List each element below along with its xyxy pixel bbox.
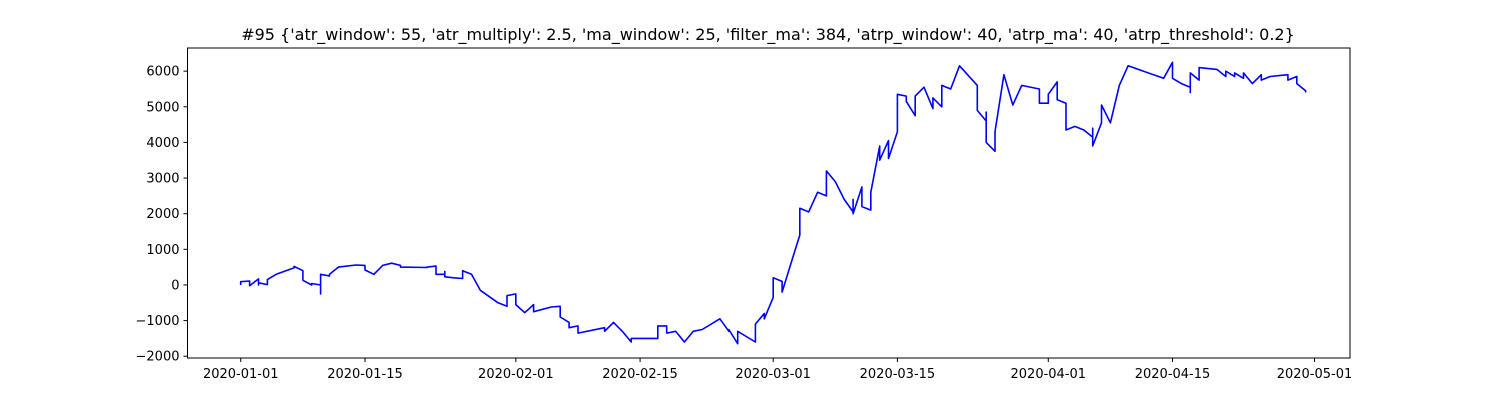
y-tick-label: 1000 xyxy=(146,243,179,258)
y-tick-label: 6000 xyxy=(146,65,179,80)
y-tick-label: 0 xyxy=(171,278,179,293)
x-tick-label: 2020-04-01 xyxy=(1011,367,1087,382)
x-tick-label: 2020-03-01 xyxy=(735,367,811,382)
plot-area xyxy=(187,47,1351,359)
x-tick-label: 2020-05-01 xyxy=(1277,367,1353,382)
y-tick-label: −2000 xyxy=(136,350,180,365)
x-tick-label: 2020-02-01 xyxy=(478,367,554,382)
axes-frame xyxy=(187,47,1351,359)
y-tick-label: 3000 xyxy=(146,172,179,187)
x-tick-label: 2020-02-15 xyxy=(602,367,678,382)
x-tick-label: 2020-01-15 xyxy=(327,367,403,382)
series-line-0 xyxy=(239,61,1307,345)
y-tick-label: 5000 xyxy=(146,100,179,115)
x-tick-label: 2020-01-01 xyxy=(203,367,279,382)
chart-title: #95 {'atr_window': 55, 'atr_multiply': 2… xyxy=(241,25,1295,45)
y-tick-label: −1000 xyxy=(136,314,180,329)
y-tick-label: 2000 xyxy=(146,207,179,222)
x-tick-label: 2020-04-15 xyxy=(1135,367,1211,382)
y-axis: −2000 −1000 0 1000 2000 3000 4000 5000 6000 xyxy=(136,65,188,365)
x-axis: 2020-01-01 2020-01-15 2020-02-01 2020-02-15… xyxy=(203,358,1352,382)
y-tick-label: 4000 xyxy=(146,136,179,151)
x-tick-label: 2020-03-15 xyxy=(860,367,936,382)
